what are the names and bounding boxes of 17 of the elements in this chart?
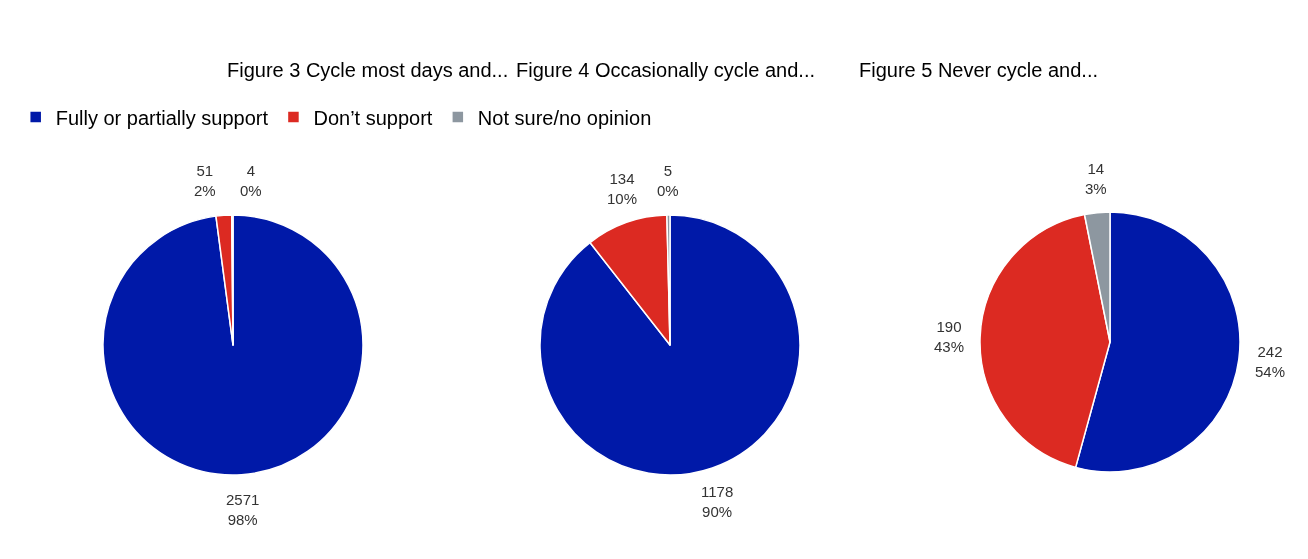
legend-label: Fully or partially support [55,106,269,129]
legend-label: Don’t support [313,106,433,129]
pie-slice [539,214,801,476]
data-label: 4 0% [240,162,262,199]
legend-label: Not sure/no opinion [477,106,652,129]
data-label: 51 2% [194,162,216,199]
data-label: 134 10% [607,170,638,207]
data-label: 14 3% [1085,160,1107,197]
data-label: 1178 90% [701,483,734,520]
data-label: 2571 98% [226,491,260,528]
chart-title: Figure 3 Cycle most days and... [227,59,509,81]
chart-title: Figure 4 Occasionally cycle and... [516,59,816,81]
chart-title: Figure 5 Never cycle and... [859,59,1098,81]
data-label: 5 0% [657,162,679,199]
data-label: 242 54% [1255,343,1286,380]
pie-slice [102,214,364,476]
data-label: 190 43% [934,318,965,355]
